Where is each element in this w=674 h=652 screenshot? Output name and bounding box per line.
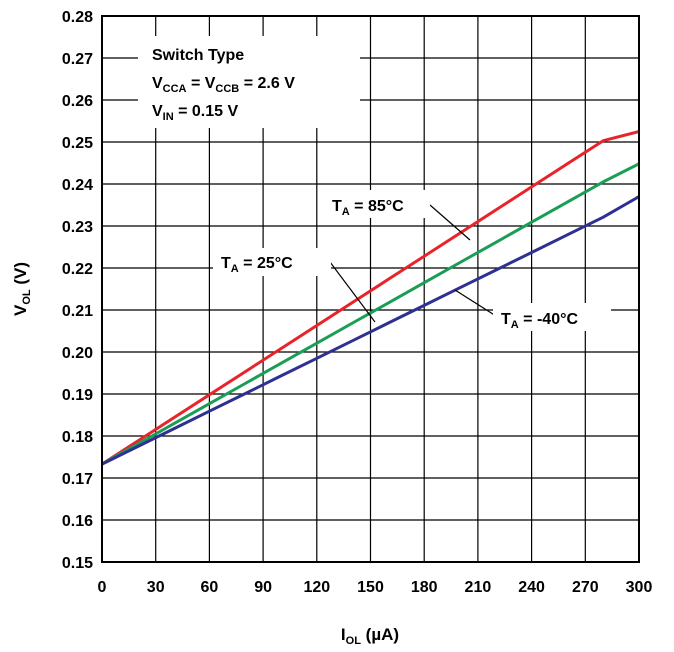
y-tick-label: 0.27: [62, 51, 93, 68]
leader-25: [329, 261, 376, 323]
leader-85: [429, 204, 471, 241]
x-tick-label: 270: [572, 579, 599, 596]
x-tick-label: 0: [98, 579, 107, 596]
y-tick-label: 0.21: [62, 303, 93, 320]
x-tick-label: 180: [411, 579, 438, 596]
series-minus40c-line: [101, 195, 640, 466]
y-tick-label: 0.25: [62, 135, 93, 152]
x-tick-label: 30: [147, 579, 165, 596]
x-tick-label: 120: [303, 579, 330, 596]
x-axis-label: IOL (µA): [341, 625, 399, 647]
y-tick-label: 0.23: [62, 219, 93, 236]
y-tick-label: 0.20: [62, 345, 93, 362]
label-85: TA = 85°C: [332, 198, 404, 218]
y-tick-label: 0.22: [62, 261, 93, 278]
conditions-line3: VIN = 0.15 V: [152, 103, 238, 123]
series-25c-line: [101, 162, 640, 466]
y-tick-label: 0.19: [62, 387, 93, 404]
label-m40: TA = -40°C: [501, 311, 578, 331]
y-axis-label: VOL (V): [11, 262, 33, 316]
y-tick-label: 0.18: [62, 429, 93, 446]
series-layer: [101, 130, 640, 466]
y-tick-label: 0.15: [62, 555, 93, 572]
label-25-bg: [213, 248, 331, 276]
plot-frame: [101, 15, 640, 563]
y-tick-label: 0.28: [62, 9, 93, 26]
y-tick-label: 0.16: [62, 513, 93, 530]
y-tick-label: 0.24: [62, 177, 93, 194]
x-tick-label: 150: [357, 579, 384, 596]
conditions-line2: VCCA = VCCB = 2.6 V: [152, 75, 295, 95]
conditions-box: [138, 36, 360, 128]
x-tick-label: 60: [201, 579, 219, 596]
x-tick-label: 90: [254, 579, 272, 596]
label-85-bg: [324, 190, 430, 218]
x-tick-label: 210: [465, 579, 492, 596]
series-85c-line: [101, 130, 640, 466]
label-25: TA = 25°C: [221, 255, 293, 275]
label-m40-bg: [493, 303, 611, 331]
y-tick-label: 0.26: [62, 93, 93, 110]
x-tick-label: 300: [626, 579, 653, 596]
ticks: 0 30 60 90 120 150 180 210 240 270 300 0.15 0.16 0.17…: [62, 9, 653, 596]
leader-m40: [454, 289, 497, 317]
y-tick-label: 0.17: [62, 471, 93, 488]
x-tick-label: 240: [518, 579, 545, 596]
conditions-line1: Switch Type: [152, 47, 244, 64]
